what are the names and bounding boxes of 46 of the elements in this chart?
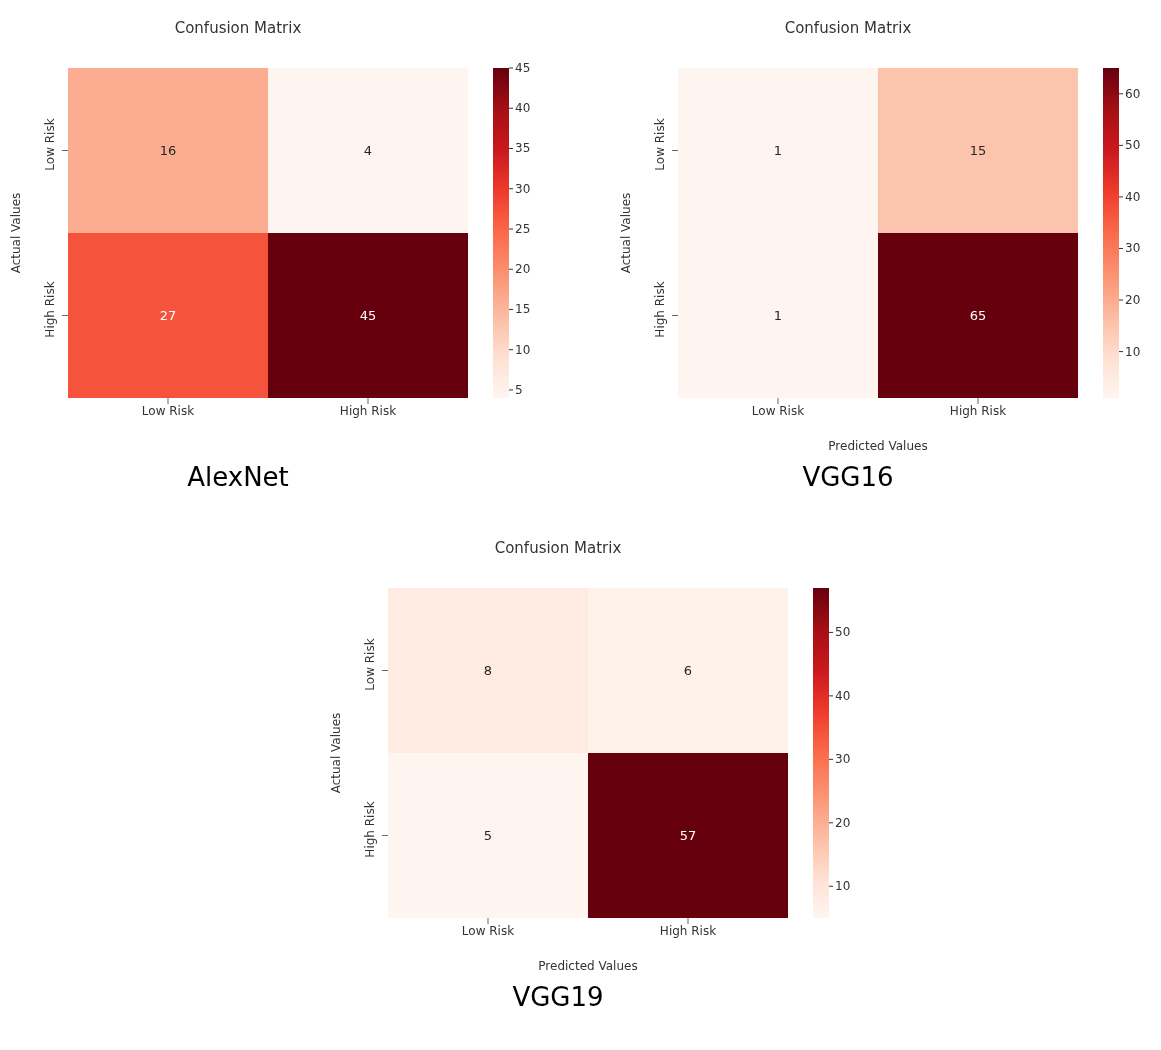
x-axis-title: Predicted Values — [828, 439, 928, 453]
color-bar-label: 5 — [515, 382, 523, 397]
chart-title: Confusion Matrix — [173, 18, 303, 39]
color-bar-label: 30 — [835, 752, 851, 767]
data-label: 5 — [483, 828, 493, 843]
color-bar-label: 40 — [515, 101, 531, 116]
data-label: 1 — [773, 308, 783, 323]
data-label: 57 — [679, 828, 697, 843]
color-bar-label: 35 — [515, 141, 531, 156]
color-bar-label: 30 — [515, 181, 531, 196]
data-label: 45 — [359, 308, 377, 323]
color-bar-label: 60 — [1125, 86, 1141, 101]
color-bar-label: 30 — [1125, 241, 1141, 256]
color-bar-label: 40 — [835, 688, 851, 703]
data-label: 27 — [159, 308, 177, 323]
color-bar-label: 20 — [1125, 293, 1141, 308]
chart-title: Confusion Matrix — [783, 18, 913, 39]
text: VGG16 — [801, 462, 895, 492]
y-axis-title: Actual Values — [619, 192, 634, 274]
data-label: 16 — [159, 143, 177, 158]
x-tick-label: Low Risk — [751, 403, 805, 418]
y-axis-title: Actual Values — [9, 192, 24, 274]
x-axis-title: Predicted Values — [538, 959, 638, 973]
color-bar-label: 10 — [515, 342, 531, 357]
chart-title: Confusion Matrix — [493, 538, 623, 559]
color-bar-label: 10 — [1125, 344, 1141, 359]
color-bar-label: 25 — [515, 221, 531, 236]
y-axis-title: Actual Values — [329, 712, 344, 794]
x-tick-label: High Risk — [949, 403, 1007, 418]
x-tick-label: Low Risk — [141, 403, 195, 418]
data-label: 65 — [969, 308, 987, 323]
text: AlexNet — [186, 462, 290, 492]
text: VGG19 — [511, 982, 605, 1012]
color-bar-label: 40 — [1125, 189, 1141, 204]
data-label: 6 — [683, 663, 693, 678]
color-bar-label: 45 — [515, 61, 531, 75]
data-label: 15 — [969, 143, 987, 158]
data-label: 4 — [363, 143, 373, 158]
color-bar-label: 15 — [515, 302, 531, 317]
color-bar-label: 20 — [515, 262, 531, 277]
data-label: 1 — [773, 143, 783, 158]
color-bar-label: 20 — [835, 815, 851, 830]
color-bar-label: 50 — [1125, 138, 1141, 153]
data-label: 8 — [483, 663, 493, 678]
color-bar-label: 10 — [835, 879, 851, 894]
color-bar-label: 50 — [835, 625, 851, 640]
